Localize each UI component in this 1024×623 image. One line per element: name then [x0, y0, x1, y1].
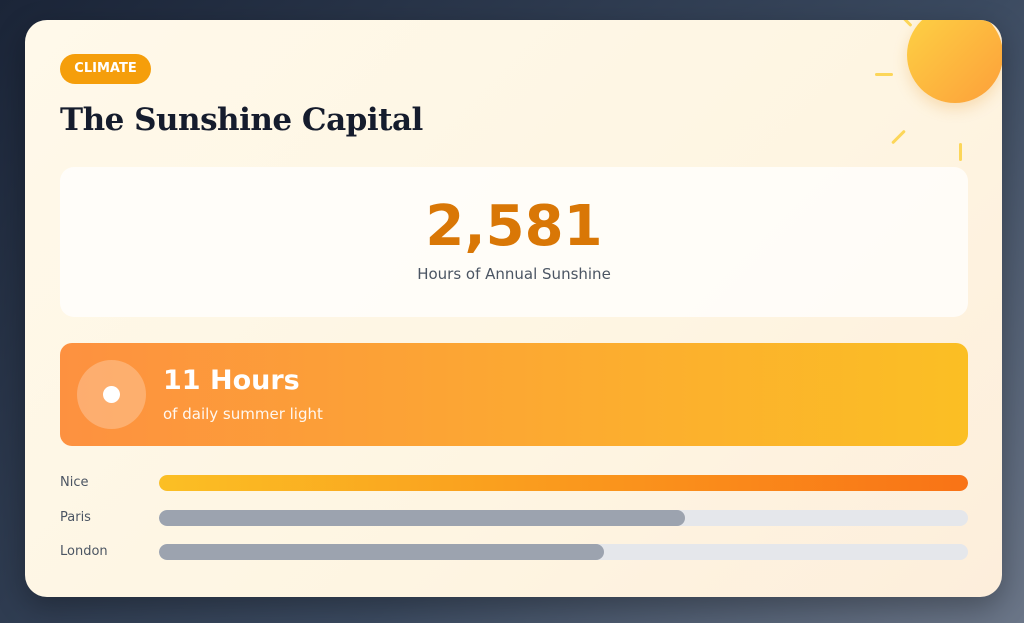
city-bar-row: London — [60, 543, 968, 561]
sun-ray — [875, 73, 893, 76]
banner-headline: 11 Hours — [163, 365, 300, 396]
banner-subtitle: of daily summer light — [163, 405, 323, 423]
bar-track — [159, 544, 968, 560]
city-bar-row: Paris — [60, 509, 968, 527]
category-badge: CLIMATE — [60, 54, 151, 84]
city-bar-row: Nice — [60, 474, 968, 492]
bar-fill — [159, 544, 604, 560]
city-name: Paris — [60, 509, 91, 525]
sun-ray — [900, 20, 913, 28]
city-name: London — [60, 544, 108, 559]
city-name: Nice — [60, 475, 89, 490]
bar-fill — [159, 475, 968, 491]
daily-light-banner: 11 Hours of daily summer light — [60, 343, 968, 446]
bar-track — [159, 475, 968, 491]
page-title: The Sunshine Capital — [60, 102, 423, 138]
sunshine-card: CLIMATE The Sunshine Capital 2,581 Hours… — [25, 20, 1002, 597]
stat-label: Hours of Annual Sunshine — [417, 265, 611, 283]
sun-icon — [77, 360, 146, 429]
sun-ray — [959, 143, 962, 161]
annual-sunshine-stat: 2,581 Hours of Annual Sunshine — [60, 167, 968, 317]
sun-ray — [891, 129, 906, 145]
bar-track — [159, 509, 968, 526]
sun-decoration-icon — [907, 20, 1002, 103]
stat-value: 2,581 — [425, 194, 603, 259]
bar-fill — [159, 509, 685, 526]
